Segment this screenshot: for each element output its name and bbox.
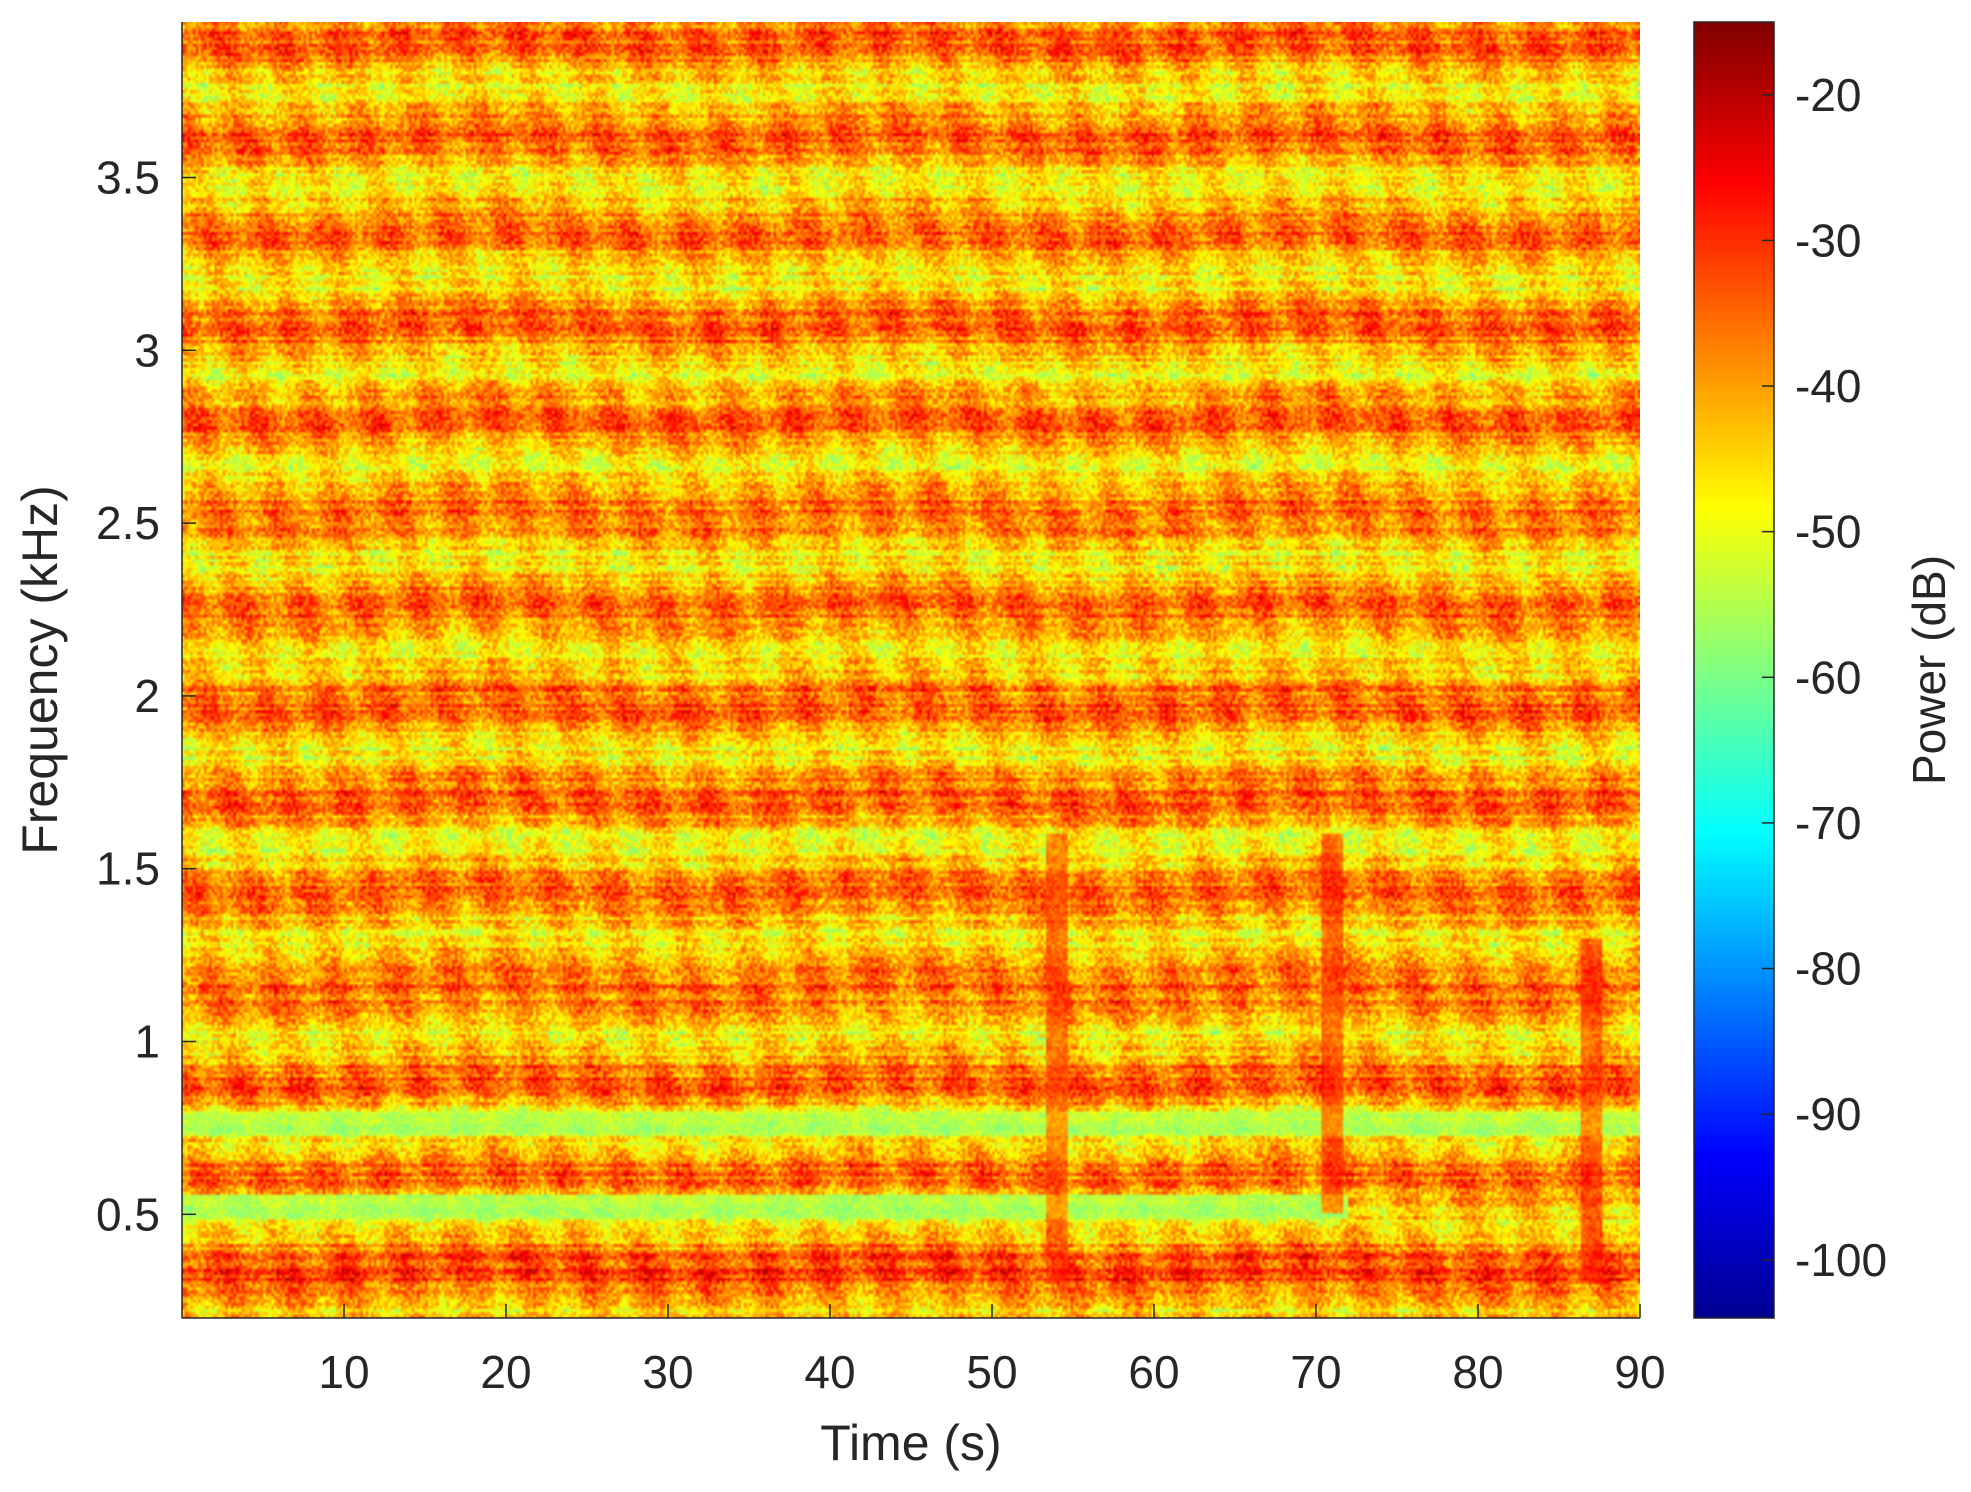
plot-area [181,22,1640,1319]
colorbar-label: Power (dB) [1903,555,1955,785]
y-tick-label: 3 [134,324,160,376]
y-tick-label: 3.5 [96,152,160,204]
colorbar-ticks: -20 -30 -40 -50 -60 -70 -80 -90 -100 [1762,69,1887,1286]
y-axis-ticks: 0.5 1 1.5 2 2.5 3 3.5 [96,152,196,1240]
y-tick-label: 2 [134,670,160,722]
colorbar-tick-label: -60 [1795,651,1861,703]
x-tick-label: 40 [804,1346,855,1398]
spectrogram-heatmap [182,22,1640,1318]
x-tick-label: 60 [1128,1346,1179,1398]
y-tick-label: 2.5 [96,497,160,549]
colorbar-frame [1693,21,1775,1319]
x-tick-label: 90 [1614,1346,1665,1398]
x-tick-label: 10 [318,1346,369,1398]
y-axis-label: Frequency (kHz) [12,485,68,855]
y-tick-label: 0.5 [96,1188,160,1240]
colorbar-tick-label: -40 [1795,360,1861,412]
colorbar-tick-label: -30 [1795,214,1861,266]
colorbar-tick-label: -70 [1795,797,1861,849]
y-tick-label: 1.5 [96,843,160,895]
colorbar-tick-label: -90 [1795,1088,1861,1140]
colorbar-tick-label: -80 [1795,943,1861,995]
colorbar-tick-label: -100 [1795,1234,1887,1286]
x-tick-label: 80 [1452,1346,1503,1398]
y-tick-label: 1 [134,1016,160,1068]
colorbar-gradient [1694,22,1774,1318]
x-tick-label: 30 [642,1346,693,1398]
x-tick-label: 70 [1290,1346,1341,1398]
colorbar-tick-label: -50 [1795,506,1861,558]
x-axis-ticks: 10 20 30 40 50 60 70 80 90 [318,1304,1666,1398]
colorbar-tick-label: -20 [1795,69,1861,121]
x-tick-label: 50 [966,1346,1017,1398]
x-tick-label: 20 [480,1346,531,1398]
colorbar: -20 -30 -40 -50 -60 -70 -80 -90 -100 Power (dB) [1693,21,1955,1319]
x-axis-label: Time (s) [820,1415,1001,1471]
